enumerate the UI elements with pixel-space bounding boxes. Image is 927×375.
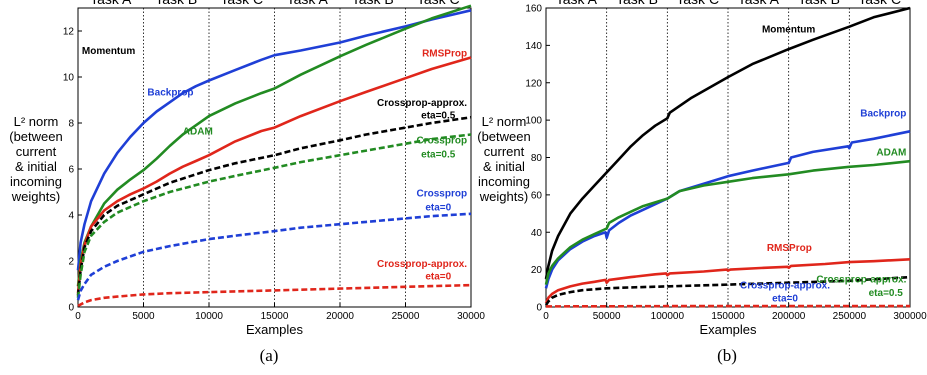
y-axis-label-line: & initial bbox=[483, 159, 525, 174]
series-line-rmsprop bbox=[544, 258, 911, 304]
x-tick-label: 50000 bbox=[593, 311, 621, 322]
task-label: Task B bbox=[616, 0, 658, 7]
task-label: Task C bbox=[220, 0, 263, 7]
y-tick-label: 6 bbox=[68, 165, 74, 176]
y-axis-label-line: L² norm bbox=[14, 114, 59, 129]
series-line-adam bbox=[76, 4, 472, 287]
x-tick-label: 250000 bbox=[833, 311, 867, 322]
series-annotation: ADAM bbox=[876, 148, 906, 159]
y-tick-label: 60 bbox=[531, 190, 543, 201]
series-annotation: Crossprop bbox=[417, 189, 468, 200]
y-axis-label: L² norm (between current & initial incoming w… bbox=[477, 114, 530, 204]
series-annotation: Crossprop-approx. bbox=[740, 280, 830, 291]
x-tick-label: 25000 bbox=[392, 311, 420, 322]
y-tick-label: 4 bbox=[68, 211, 74, 222]
y-tick-label: 40 bbox=[531, 228, 543, 239]
task-label: Task B bbox=[155, 0, 197, 7]
chart-panel-b: Task A Task B Task C Task A Task B Task C 0 500… bbox=[477, 0, 927, 365]
series-annotation: Crossprop-approx. bbox=[816, 275, 906, 286]
y-tick-label: 2 bbox=[68, 257, 74, 268]
task-label: Task A bbox=[287, 0, 329, 7]
x-tick-label: 300000 bbox=[893, 311, 927, 322]
y-axis-label-line: (between bbox=[477, 129, 530, 144]
task-label: Task A bbox=[90, 0, 132, 7]
y-tick-label: 140 bbox=[525, 41, 542, 52]
task-label: Task B bbox=[352, 0, 394, 7]
y-tick-label: 0 bbox=[68, 303, 74, 314]
series-annotation: RMSProp bbox=[422, 48, 467, 59]
x-tick-label: 100000 bbox=[651, 311, 685, 322]
series-line-crossprop-approx-eta-0 bbox=[77, 283, 472, 308]
x-tick-label: 150000 bbox=[711, 311, 745, 322]
series-line-momentum bbox=[544, 6, 911, 280]
x-tick-label: 5000 bbox=[132, 311, 155, 322]
x-tick-label: 200000 bbox=[772, 311, 806, 322]
series-annotation: Backprop bbox=[147, 87, 193, 98]
series-annotation: eta=0 bbox=[425, 271, 451, 282]
y-tick-label: 8 bbox=[68, 119, 74, 130]
task-label: Task C bbox=[858, 0, 901, 7]
x-tick-label: 30000 bbox=[457, 311, 485, 322]
task-label: Task A bbox=[556, 0, 598, 7]
x-tick-label: 0 bbox=[543, 311, 549, 322]
series-line-backprop bbox=[76, 9, 472, 271]
y-tick-label: 12 bbox=[63, 27, 75, 38]
y-axis-label-line: current bbox=[16, 144, 57, 159]
series-line-crossprop-eta-0 bbox=[76, 212, 472, 301]
y-axis-label-line: L² norm bbox=[482, 114, 527, 129]
task-label: Task A bbox=[738, 0, 780, 7]
series-line-crossprop-eta-0-5 bbox=[76, 133, 472, 298]
y-axis-label-line: (between bbox=[9, 129, 62, 144]
panel-caption: (a) bbox=[260, 346, 279, 365]
y-axis-label: L² norm (between current & initial incoming w… bbox=[9, 114, 62, 204]
y-tick-label: 80 bbox=[531, 153, 543, 164]
y-tick-label: 0 bbox=[536, 303, 542, 314]
series-line-crossprop-approx-eta-0-5 bbox=[76, 116, 472, 296]
x-axis-label: Examples bbox=[699, 322, 757, 337]
series-annotation: Momentum bbox=[82, 46, 135, 57]
x-tick-label: 10000 bbox=[195, 311, 223, 322]
series-annotation: eta=0.5 bbox=[869, 288, 904, 299]
series-annotation: Backprop bbox=[860, 108, 906, 119]
x-tick-label: 20000 bbox=[326, 311, 354, 322]
series-annotation: RMSProp bbox=[767, 243, 812, 254]
y-axis-label-line: weights) bbox=[479, 189, 528, 204]
y-axis-label-line: current bbox=[484, 144, 525, 159]
task-label: Task C bbox=[676, 0, 719, 7]
series-annotation: Crossprop-approx. bbox=[377, 98, 467, 109]
y-tick-label: 20 bbox=[531, 265, 543, 276]
series-annotation: eta=0 bbox=[425, 202, 451, 213]
series-annotation: Crossprop-approx. bbox=[377, 259, 467, 270]
y-tick-label: 100 bbox=[525, 116, 542, 127]
series-annotation: eta=0.5 bbox=[421, 110, 456, 121]
series-annotation: eta=0.5 bbox=[421, 150, 456, 161]
x-tick-label: 0 bbox=[75, 311, 81, 322]
task-label: Task B bbox=[798, 0, 840, 7]
task-label: Task C bbox=[417, 0, 460, 7]
y-axis-label-line: incoming bbox=[10, 174, 62, 189]
series-annotation: ADAM bbox=[183, 127, 213, 138]
y-tick-label: 160 bbox=[525, 4, 542, 15]
y-axis-label-line: incoming bbox=[478, 174, 530, 189]
series-line-adam bbox=[544, 159, 911, 285]
series-line-crossprop-approx-eta-0-5 bbox=[544, 275, 911, 306]
y-axis-label-line: weights) bbox=[11, 189, 60, 204]
x-axis-label: Examples bbox=[246, 322, 304, 337]
y-axis-label-line: & initial bbox=[15, 159, 57, 174]
chart-panel-a: Task A Task B Task C Task A Task B Task C 0 500… bbox=[9, 0, 485, 365]
panel-caption: (b) bbox=[717, 346, 737, 365]
y-tick-label: 10 bbox=[63, 73, 75, 84]
series-annotation: Momentum bbox=[762, 24, 815, 35]
series-annotation: eta=0 bbox=[772, 293, 798, 304]
series-annotation: Crossprop bbox=[417, 136, 468, 147]
y-tick-label: 120 bbox=[525, 78, 542, 89]
series-line-rmsprop bbox=[76, 56, 472, 294]
x-tick-label: 15000 bbox=[261, 311, 289, 322]
